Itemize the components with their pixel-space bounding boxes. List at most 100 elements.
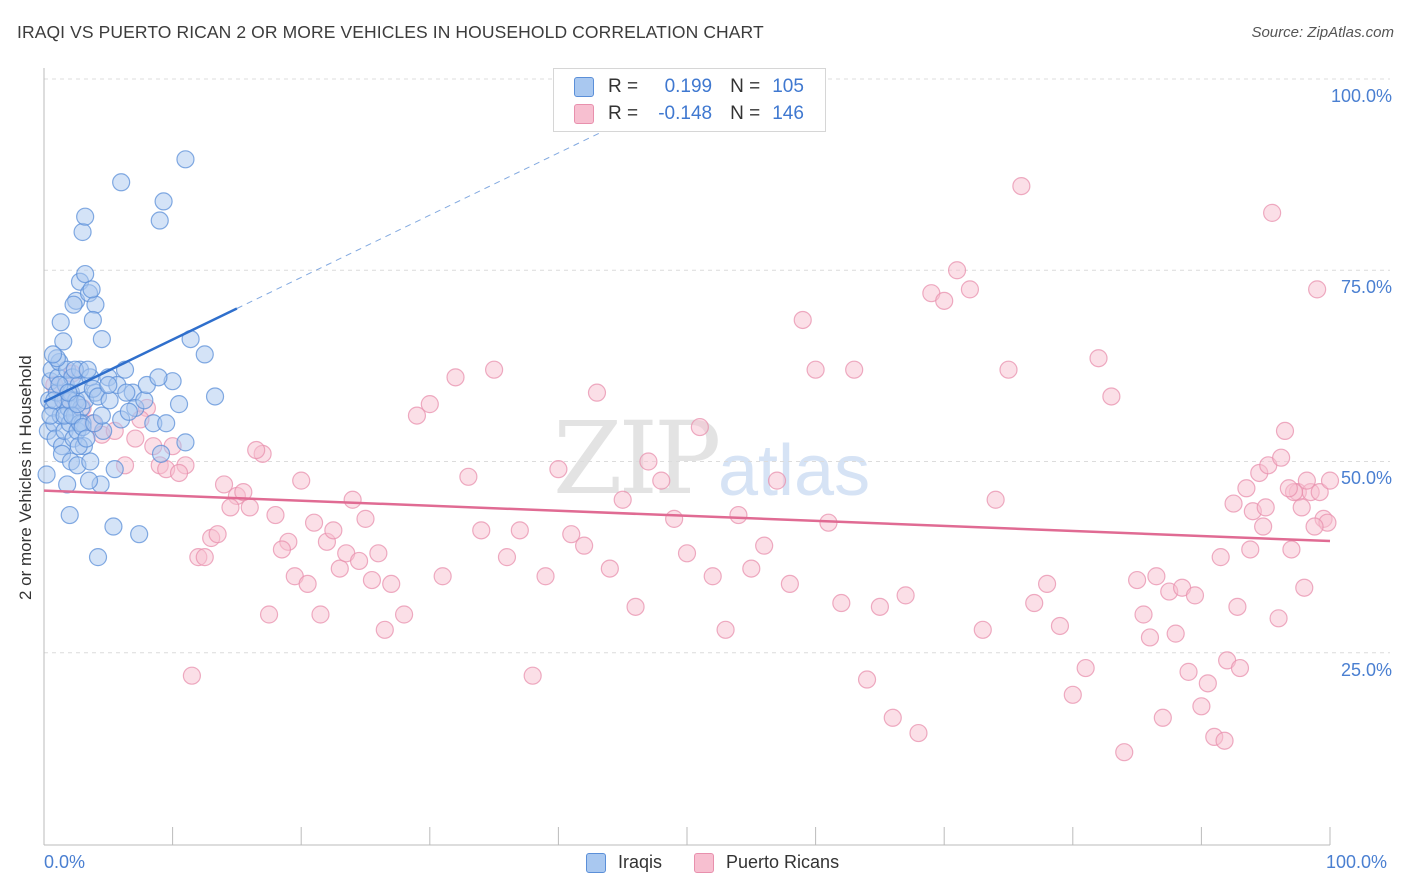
point-pr-47: [626, 597, 645, 616]
point-pr-75: [986, 490, 1005, 509]
point-pr-22: [304, 513, 324, 532]
point-pr-127: [1228, 597, 1247, 616]
point-pr-30: [407, 406, 427, 425]
point-pr-69: [909, 723, 928, 743]
point-iraqi-77: [135, 391, 154, 410]
point-pr-25: [343, 490, 362, 509]
point-pr-114: [1310, 483, 1329, 502]
point-iraqi-47: [86, 295, 105, 314]
point-pr-21: [292, 471, 311, 490]
puerto-ricans-legend-swatch: [694, 852, 715, 873]
point-iraqi-42: [51, 313, 70, 332]
point-pr-106: [1211, 548, 1230, 567]
point-pr-38: [510, 521, 529, 540]
point-pr-85: [1115, 743, 1134, 762]
n-value: 105: [772, 76, 804, 97]
series-legend: Iraqis Puerto Ricans: [586, 852, 871, 873]
point-pr-134: [182, 666, 201, 685]
point-pr-124: [1185, 586, 1205, 605]
point-pr-102: [1275, 421, 1295, 440]
point-pr-107: [1224, 494, 1243, 513]
point-iraqi-66: [100, 391, 119, 410]
point-iraqi-98: [176, 150, 195, 169]
point-pr-78: [1025, 593, 1044, 613]
point-pr-149: [375, 620, 394, 639]
point-pr-94: [1230, 658, 1250, 678]
point-pr-99: [1295, 578, 1314, 597]
point-pr-91: [1192, 697, 1211, 716]
point-pr-81: [1063, 685, 1082, 704]
point-pr-126: [1215, 731, 1234, 750]
point-pr-57: [755, 536, 774, 555]
point-pr-71: [935, 291, 954, 310]
point-pr-96: [1256, 498, 1275, 517]
point-iraqi-74: [104, 517, 123, 536]
point-iraqi-99: [149, 368, 168, 387]
y-tick-label-75: 75.0%: [1340, 277, 1392, 297]
point-pr-65: [857, 670, 877, 689]
point-pr-42: [562, 525, 581, 544]
n-label: N =: [730, 103, 761, 124]
puerto-ricans-swatch: [574, 104, 594, 124]
point-pr-97: [1269, 609, 1288, 628]
point-pr-89: [1166, 624, 1185, 643]
point-iraqi-79: [151, 444, 171, 463]
y-tick-label-100: 100.0%: [1330, 86, 1392, 106]
x-tick-label-max: 100.0%: [1326, 852, 1388, 872]
point-iraqi-63: [77, 429, 96, 448]
point-pr-63: [832, 593, 851, 613]
y-tick-label-25: 25.0%: [1340, 660, 1392, 680]
point-pr-135: [195, 548, 214, 567]
point-pr-138: [234, 483, 253, 502]
point-pr-113: [1297, 471, 1316, 490]
point-pr-32: [433, 567, 452, 586]
legend-item-puerto-ricans[interactable]: Puerto Ricans: [694, 852, 839, 873]
point-pr-55: [729, 505, 748, 525]
source-label: Source: ZipAtlas.com: [1251, 24, 1394, 41]
point-pr-84: [1102, 387, 1121, 406]
iraqis-swatch: [574, 77, 594, 97]
point-pr-143: [298, 574, 317, 594]
point-iraqi-55: [78, 360, 97, 379]
point-pr-116: [1320, 471, 1340, 490]
point-pr-86: [1127, 570, 1147, 590]
trend-line-iraqis-extension: [236, 121, 623, 309]
stats-row-iraqis: R = 0.199 N = 105: [574, 74, 804, 100]
point-pr-108: [1237, 479, 1256, 498]
point-pr-26: [356, 509, 375, 528]
point-iraqi-48: [83, 310, 102, 330]
point-pr-100: [1308, 280, 1327, 299]
point-pr-66: [870, 597, 890, 616]
point-pr-79: [1037, 574, 1057, 594]
point-pr-125: [1198, 674, 1217, 693]
y-axis-label: 2 or more Vehicles in Household: [16, 355, 35, 600]
point-pr-117: [1305, 517, 1324, 536]
point-pr-67: [883, 708, 902, 727]
point-iraqi-0: [37, 465, 56, 484]
point-iraqi-102: [99, 375, 118, 395]
point-iraqi-97: [150, 211, 169, 230]
point-pr-137: [221, 498, 240, 517]
point-pr-45: [600, 559, 619, 578]
point-pr-48: [639, 452, 658, 471]
point-pr-101: [1263, 203, 1282, 222]
point-pr-144: [311, 605, 330, 624]
point-pr-33: [446, 368, 465, 387]
point-pr-36: [485, 360, 504, 379]
point-pr-133: [169, 463, 189, 483]
stats-row-puerto-ricans: R = -0.148 N = 146: [574, 101, 804, 127]
trend-line-iraqis: [43, 307, 238, 403]
legend-item-iraqis[interactable]: Iraqis: [586, 852, 662, 873]
point-iraqi-41: [54, 332, 73, 351]
watermark-zip: ZIP: [553, 400, 721, 517]
point-iraqi-101: [82, 280, 101, 299]
r-label: R =: [608, 103, 639, 124]
point-pr-73: [960, 280, 980, 299]
point-pr-90: [1179, 662, 1198, 681]
point-pr-87: [1140, 628, 1160, 647]
legend-label-iraqis: Iraqis: [618, 852, 663, 872]
point-pr-58: [767, 471, 787, 490]
point-pr-68: [896, 586, 915, 605]
point-iraqi-81: [79, 471, 99, 490]
point-pr-128: [1241, 540, 1260, 559]
